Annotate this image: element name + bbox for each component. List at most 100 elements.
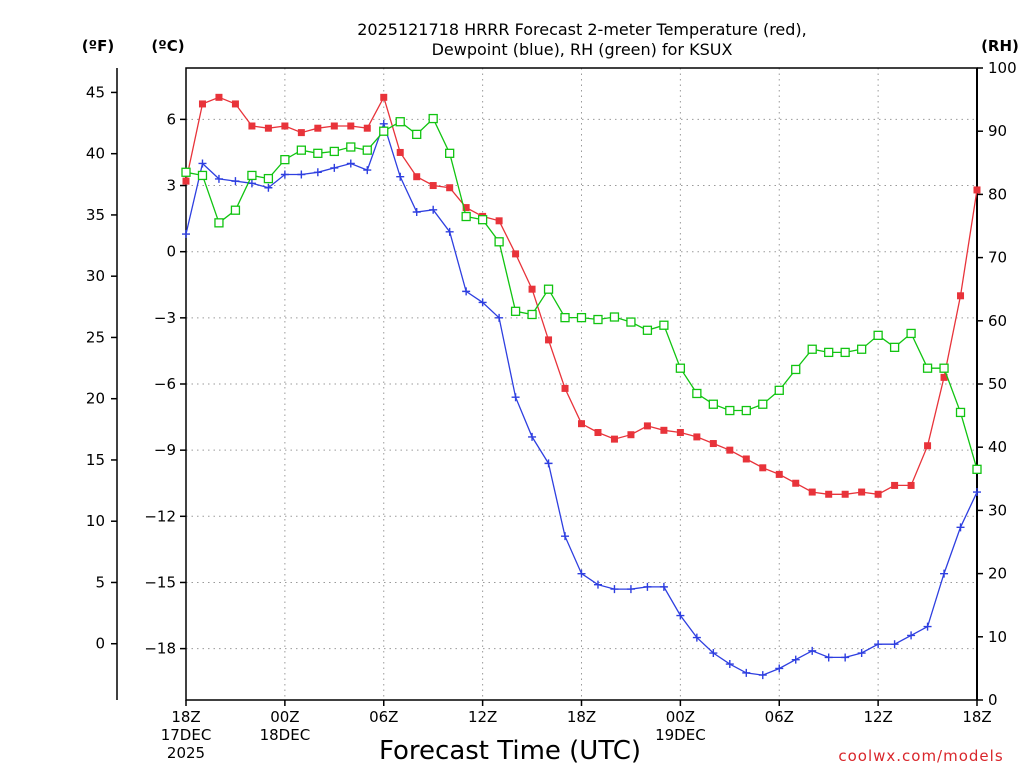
dewpoint-point [297, 170, 306, 179]
rh-tick-label: 70 [988, 249, 1007, 267]
temperature-point [792, 479, 800, 487]
celsius-tick-label: −9 [154, 441, 176, 459]
temperature-point [429, 182, 437, 190]
rh-point [856, 344, 867, 354]
rh-point [362, 145, 372, 155]
temperature-point [775, 470, 783, 478]
fahrenheit-tick-label: 0 [95, 635, 105, 653]
rh-point [906, 328, 916, 339]
dewpoint-point [478, 298, 487, 307]
dewpoint-point [330, 163, 339, 172]
rh-point [543, 284, 554, 294]
x-tick-label: 12Z [468, 708, 497, 726]
credit-label: coolwx.com/models [838, 747, 1003, 765]
temperature-point [841, 490, 849, 498]
rh-point [626, 317, 636, 327]
rh-tick-label: 60 [988, 312, 1007, 330]
celsius-tick-label: −6 [154, 375, 176, 393]
rh-point [642, 325, 653, 335]
temperature-point [759, 464, 767, 472]
dewpoint-point [280, 170, 289, 179]
dewpoint-point [626, 585, 635, 594]
rh-point [659, 320, 669, 330]
dewpoint-point [528, 432, 537, 441]
temperature-point [297, 129, 305, 137]
dewpoint-point [692, 633, 701, 642]
temperature-point [676, 429, 684, 437]
x-tick-label: 18Z [567, 708, 596, 726]
dewpoint-point [956, 523, 965, 532]
rh-point [692, 388, 702, 399]
temperature-point [264, 124, 272, 132]
dewpoint-point [874, 640, 883, 649]
temperature-point [561, 384, 569, 392]
rh-point [214, 218, 224, 228]
temperature-point [545, 336, 553, 344]
temperature-point [973, 186, 981, 194]
rh-point [428, 113, 438, 124]
fahrenheit-tick-label: 20 [86, 390, 105, 408]
rh-point [346, 142, 356, 152]
fahrenheit-tick-label: 35 [86, 206, 105, 224]
rh-point [197, 170, 208, 181]
temperature-point [198, 100, 206, 108]
rh-point [445, 148, 455, 158]
dewpoint-point [676, 611, 685, 620]
rh-point [609, 312, 620, 322]
temperature-point [825, 490, 833, 498]
rh-tick-label: 50 [988, 375, 1007, 393]
rh-point [230, 205, 241, 215]
dewpoint-point [610, 585, 619, 594]
dewpoint-point [561, 532, 570, 541]
rh-point [576, 312, 587, 323]
temperature-point [231, 100, 239, 108]
temperature-point [940, 373, 948, 381]
dewpoint-point [511, 393, 520, 402]
x-tick-label: 00Z [666, 708, 695, 726]
temperature-point [726, 446, 734, 454]
celsius-tick-label: −3 [154, 309, 176, 327]
dewpoint-point [791, 655, 800, 664]
dewpoint-point [495, 313, 504, 322]
temperature-point [446, 184, 454, 192]
dewpoint-point [198, 159, 207, 168]
dewpoint-point [643, 582, 652, 591]
rh-tick-label: 10 [988, 628, 1007, 646]
dewpoint-point [857, 649, 866, 658]
rh-point [329, 146, 339, 157]
dewpoint-point [429, 205, 438, 214]
rh-point [708, 399, 718, 409]
fahrenheit-tick-label: 30 [86, 267, 105, 285]
temperature-point [347, 122, 355, 130]
x-tick-label: 19DEC [655, 726, 706, 744]
dewpoint-point [890, 640, 899, 649]
temperature-point [594, 429, 602, 437]
x-tick-label: 06Z [765, 708, 794, 726]
x-tick-label: 18DEC [260, 726, 311, 744]
temperature-point [643, 422, 651, 430]
rh-point [296, 145, 307, 155]
temperature-point [627, 431, 635, 439]
dewpoint-point [231, 177, 240, 186]
dewpoint-point [923, 622, 932, 631]
rh-point [593, 314, 603, 325]
rh-point [263, 173, 274, 184]
x-tick-label: 18Z [962, 708, 991, 726]
dewpoint-point [264, 183, 273, 192]
grid-lines [186, 68, 977, 700]
temperature-point [660, 426, 668, 434]
temperature-point [380, 93, 388, 101]
rh-tick-label: 20 [988, 565, 1007, 583]
rh-point [791, 364, 801, 375]
rh-tick-label: 80 [988, 185, 1007, 203]
temperature-point [215, 93, 223, 101]
dewpoint-point [775, 664, 784, 673]
dewpoint-point [313, 168, 322, 177]
dewpoint-point [363, 166, 372, 175]
rh-point [774, 385, 784, 395]
dewpoint-point [379, 119, 388, 128]
dewpoint-point [940, 569, 949, 578]
temperature-point [709, 440, 717, 448]
chart-title-line1: 2025121718 HRRR Forecast 2-meter Tempera… [357, 20, 807, 39]
